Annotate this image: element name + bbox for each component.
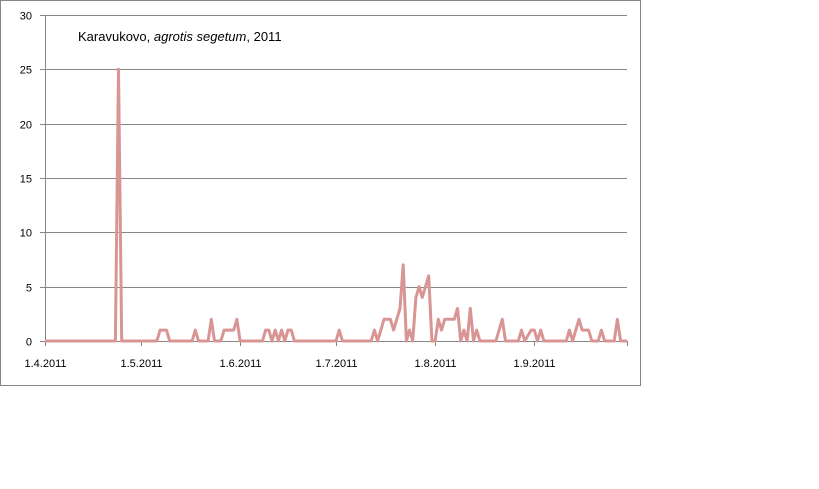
y-tick-label: 25 xyxy=(20,65,32,77)
y-tick-label: 10 xyxy=(20,228,32,240)
chart-title: Karavukovo, agrotis segetum, 2011 xyxy=(78,29,282,44)
x-tick-label: 1.9.2011 xyxy=(513,358,555,370)
gridlines xyxy=(45,15,627,288)
x-tick-label: 1.7.2011 xyxy=(315,358,357,370)
chart-title-part: , 2011 xyxy=(246,29,281,44)
y-tick-label: 0 xyxy=(26,337,32,349)
y-tick-label: 30 xyxy=(20,11,32,23)
y-tick-label: 20 xyxy=(20,120,32,132)
x-tick-label: 1.4.2011 xyxy=(24,358,66,370)
series-layer xyxy=(45,67,627,343)
chart-title-part: Karavukovo, xyxy=(78,29,154,44)
x-tick-label: 1.5.2011 xyxy=(120,358,162,370)
x-tick-label: 1.6.2011 xyxy=(219,358,261,370)
x-tick-label: 1.8.2011 xyxy=(414,358,456,370)
series-line xyxy=(45,67,627,343)
chart-frame xyxy=(0,0,641,386)
chart-title-part: agrotis segetum xyxy=(154,29,247,44)
y-tick-label: 5 xyxy=(26,283,32,295)
y-tick-label: 15 xyxy=(20,174,32,186)
